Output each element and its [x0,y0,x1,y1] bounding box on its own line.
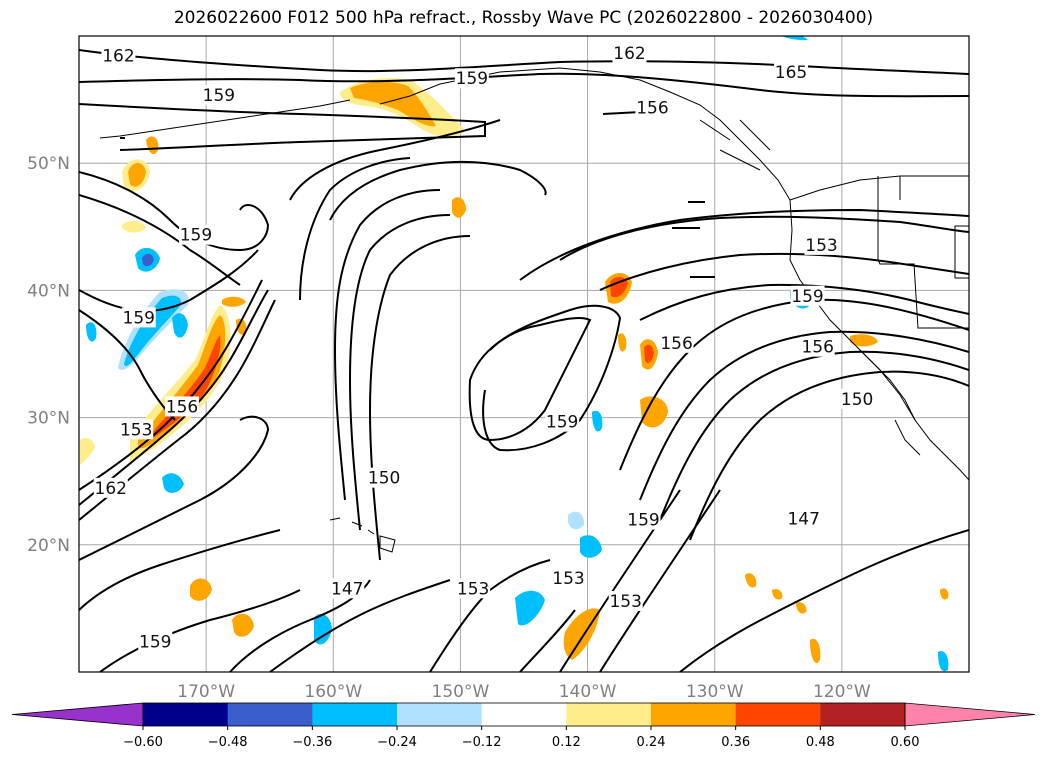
colorbar-bin [820,703,906,726]
contour-label: 153 [120,420,152,440]
colorbar-bin [481,703,567,726]
longitude-label: 160°W [304,682,362,702]
colorbar-tick-label: −0.48 [208,735,248,750]
contour-label: 153 [805,236,837,256]
contour-labels: 162 159 159 162 165 156 159 153 159 156 156 150 159 1… [93,42,875,653]
latitude-label: 20°N [27,536,70,556]
longitude-labels: 170°W 160°W 150°W 140°W 130°W 120°W [177,682,871,702]
longitude-label: 150°W [432,682,490,702]
colorbar-extend-low [11,702,144,727]
longitude-label: 130°W [686,682,744,702]
contour-label-background [119,419,154,440]
map-frame [78,35,970,673]
contour-label: 156 [166,397,198,417]
contour-label-background [101,45,136,66]
longitude-label: 120°W [813,682,871,702]
contour-label: 159 [180,226,212,246]
contour-label: 147 [787,509,819,529]
anomaly-shading [80,36,949,672]
colorbar-tick-label: 0.60 [891,735,920,750]
contour-label: 162 [102,46,134,66]
contour-label-background [786,508,821,529]
contour-label: 156 [660,334,692,354]
contour-label: 159 [546,413,578,433]
contour-label: 162 [613,44,645,64]
contour-label-background [330,578,365,599]
contour-label: 150 [841,390,873,410]
longitude-label: 140°W [559,682,617,702]
colorbar-bin [312,703,398,726]
contour-label: 159 [139,633,171,653]
contour-label-background [138,631,173,652]
colorbar-bin [397,703,483,726]
colorbar-bin [143,703,229,726]
colorbar-tick-label: −0.12 [462,735,502,750]
colorbar-tick-label: 0.36 [721,735,750,750]
contour-label-background [456,578,491,599]
latitude-labels: 20°N 30°N 40°N 50°N [27,154,70,556]
map-title: 2026022600 F012 500 hPa refract., Rossby… [173,8,874,28]
colorbar: −0.60 −0.48 −0.36 −0.24 −0.12 0.12 0.24 0.36 0.4… [11,702,1036,750]
contour-label: 156 [801,338,833,358]
colorbar-tick-label: −0.60 [123,735,163,750]
colorbar-bin [651,703,737,726]
colorbar-extend-high [904,702,1036,727]
colorbar-bin [566,703,652,726]
colorbar-tick-label: 0.12 [552,735,581,750]
contour-label-background [164,396,199,417]
contour-label-background [367,467,402,488]
contour-label-background [840,388,875,409]
contour-label: 153 [609,592,641,612]
latitude-label: 30°N [27,409,70,429]
contour-label: 159 [123,308,155,328]
contour-label: 150 [368,469,400,489]
contour-label-background [800,336,835,357]
contour-label-background [551,568,586,589]
contour-label-background [178,224,213,245]
contour-label: 165 [775,63,807,83]
contour-label-background [659,332,694,353]
colorbar-bin [735,703,821,726]
contour-label-background [608,591,643,612]
contour-label-background [804,234,839,255]
colorbar-tick-label: 0.48 [806,735,835,750]
contour-label: 159 [627,511,659,531]
contour-label-background [454,68,489,89]
contour-label-background [545,411,580,432]
contour-label: 159 [203,86,235,106]
contour-label-background [774,61,808,82]
contour-label-background [121,307,156,328]
contour-label-background [635,97,670,118]
contour-label-background [201,84,236,105]
colorbar-tick-label: 0.24 [637,735,666,750]
colorbar-tick-label: −0.36 [292,735,332,750]
contour-label-background [612,42,647,63]
contour-label: 153 [457,579,489,599]
contour-label: 147 [331,579,363,599]
colorbar-outline [142,702,906,727]
contour-label-background [93,477,128,498]
colorbar-bin [227,703,313,726]
contour-label: 153 [552,569,584,589]
latitude-label: 50°N [27,154,70,174]
colorbar-tick-label: −0.24 [377,735,417,750]
contour-label-background [790,285,825,306]
contour-label: 156 [636,99,668,119]
contour-label: 159 [456,69,488,89]
latitude-label: 40°N [27,281,70,301]
longitude-label: 170°W [177,682,235,702]
contour-label: 159 [791,287,823,307]
contour-label: 162 [95,479,127,499]
contour-label-background [626,509,661,530]
